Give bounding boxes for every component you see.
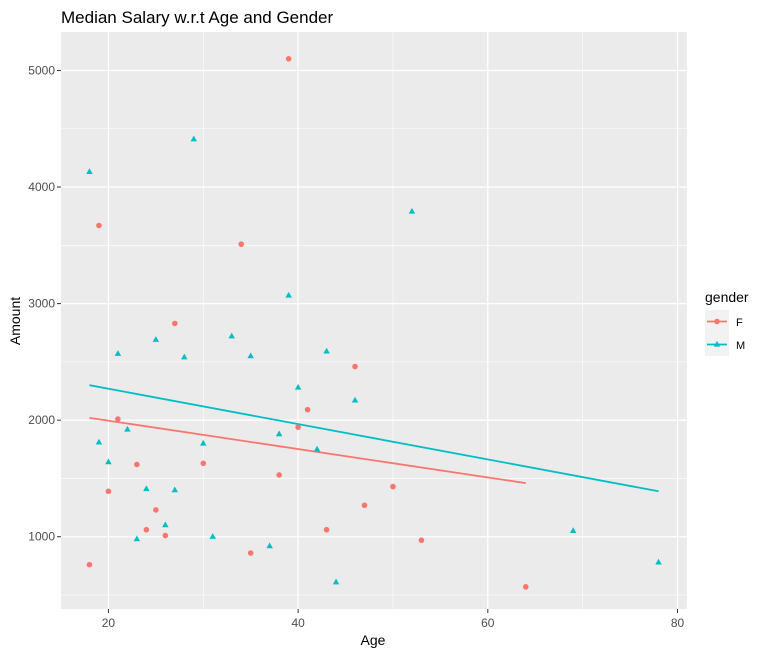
data-points	[86, 56, 662, 590]
data-point-m	[114, 350, 122, 356]
data-point-m	[569, 527, 577, 534]
data-point-f	[522, 584, 529, 590]
data-point-f	[115, 416, 121, 422]
y-tick-label: 2000	[28, 413, 55, 427]
data-point-f	[172, 320, 178, 327]
data-point-f	[352, 363, 358, 370]
legend-key-marker	[714, 318, 720, 325]
chart-title: Median Salary w.r.t Age and Gender	[61, 8, 334, 27]
data-point-f	[418, 537, 425, 544]
data-point-f	[162, 532, 169, 539]
data-point-f	[143, 526, 150, 533]
data-point-m	[332, 578, 340, 585]
data-point-m	[313, 445, 321, 452]
data-point-m	[105, 458, 112, 465]
data-point-f	[153, 507, 159, 513]
y-tick-label: 4000	[28, 180, 55, 194]
data-point-f	[304, 406, 311, 413]
data-point-m	[95, 438, 103, 445]
data-point-m	[266, 542, 273, 549]
data-point-m	[209, 533, 216, 539]
x-axis-label: Age	[361, 632, 386, 648]
data-point-m	[285, 291, 292, 298]
x-tick-label: 20	[102, 616, 116, 630]
x-axis: 20 40 60 80	[102, 609, 685, 630]
data-point-m	[323, 347, 330, 354]
y-tick-label: 5000	[28, 63, 55, 77]
grid-minor	[61, 32, 687, 609]
plot-panel	[61, 32, 687, 609]
legend-label-m: M	[736, 340, 745, 352]
y-tick-label: 3000	[28, 297, 55, 311]
y-tick-label: 1000	[28, 530, 55, 544]
data-point-f	[276, 472, 282, 478]
data-point-m	[294, 383, 302, 390]
data-point-f	[105, 488, 112, 495]
data-point-f	[323, 526, 330, 533]
x-tick-label: 80	[671, 616, 685, 630]
trend-line-f	[89, 416, 526, 484]
grid-major	[61, 32, 687, 609]
data-point-m	[228, 332, 235, 339]
data-point-m	[408, 207, 416, 214]
legend: gender FM	[705, 289, 749, 356]
data-point-m	[133, 535, 141, 542]
data-point-m	[247, 352, 254, 359]
data-point-m	[86, 168, 93, 175]
legend-keys: FM	[705, 310, 745, 356]
legend-key-marker	[713, 340, 721, 347]
trend-lines	[89, 384, 659, 493]
data-point-m	[655, 558, 662, 565]
trend-line-m	[89, 384, 659, 493]
data-point-f	[390, 483, 396, 490]
data-point-f	[200, 460, 207, 467]
data-point-m	[200, 439, 207, 446]
y-axis: 1000 2000 3000 4000 5000	[28, 63, 61, 544]
data-point-m	[152, 336, 160, 342]
data-point-m	[162, 521, 169, 528]
data-point-m	[143, 485, 150, 492]
y-axis-label: Amount	[7, 297, 23, 345]
data-point-f	[134, 461, 140, 468]
data-point-f	[96, 222, 102, 229]
legend-label-f: F	[736, 317, 743, 329]
x-tick-label: 40	[291, 616, 305, 630]
data-point-f	[295, 424, 301, 430]
legend-title: gender	[705, 289, 749, 305]
data-point-m	[351, 396, 359, 403]
data-point-m	[275, 430, 283, 437]
data-point-f	[247, 550, 254, 556]
data-point-f	[238, 241, 245, 247]
data-point-f	[285, 56, 292, 62]
x-tick-label: 60	[481, 616, 495, 630]
data-point-f	[86, 561, 93, 568]
data-point-m	[171, 486, 179, 493]
data-point-f	[361, 502, 368, 509]
data-point-m	[190, 135, 198, 142]
data-point-m	[181, 353, 188, 360]
data-point-m	[124, 425, 131, 432]
